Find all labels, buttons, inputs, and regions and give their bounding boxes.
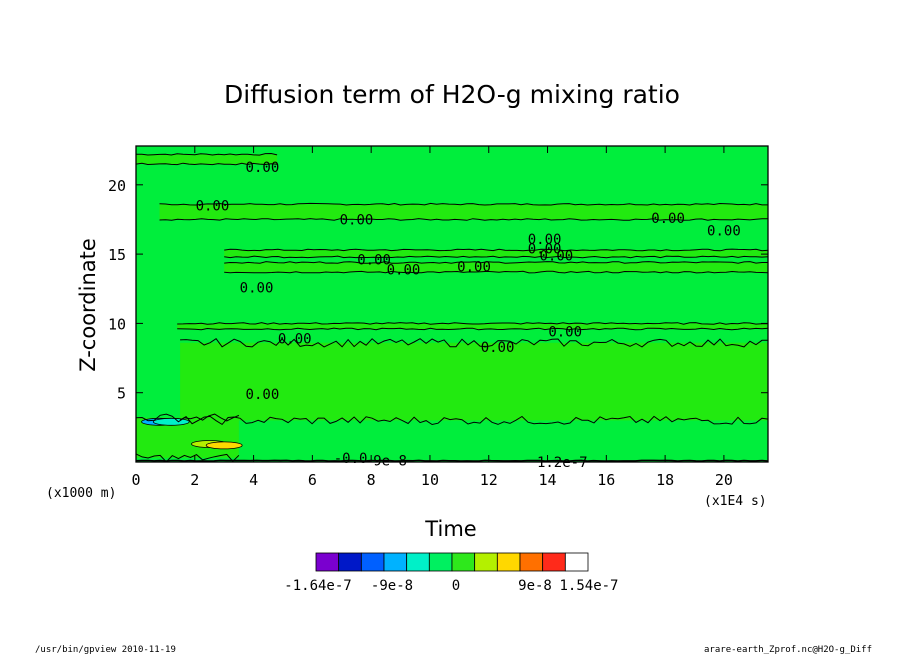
y-axis-ticks: 5 10 15 20: [108, 177, 768, 403]
x-axis-label: Time: [424, 517, 476, 541]
footer-right: arare-earth_Zprof.nc@H2O-g_Diff: [704, 645, 872, 654]
contour-label: 0.00: [528, 232, 562, 248]
contour-label: 1.2e-7: [537, 455, 588, 471]
field-band: [136, 154, 278, 165]
colorbar-swatch: [542, 552, 566, 572]
footer-left: /usr/bin/gpview 2010-11-19: [35, 645, 176, 654]
colorbar-swatch: [451, 552, 476, 572]
contour-labels: 0.000.000.00 0.000.000.000.000.000.000.00…: [196, 160, 741, 471]
contour-line: [224, 248, 768, 252]
contour-label: 0.00: [481, 340, 515, 356]
contour-line: [159, 202, 768, 206]
x-tick-label: 14: [539, 471, 557, 489]
contour-line: [224, 255, 768, 259]
contour-label: 0.00: [387, 262, 421, 278]
colorbar: [315, 552, 589, 572]
colorbar-swatch: [383, 552, 408, 572]
colorbar-label: -1.64e-7: [284, 578, 351, 594]
colorbar-swatch: [519, 552, 544, 572]
x-tick-label: 2: [190, 471, 199, 489]
heatmap-field: [136, 146, 768, 462]
y-tick-label: 15: [108, 246, 126, 264]
field-band: [159, 204, 768, 220]
contour-label: 0.00: [707, 224, 741, 240]
contour-line: [224, 270, 768, 274]
y-axis-unit: (x1000 m): [46, 486, 116, 501]
contour-label: 0.00: [340, 212, 374, 228]
colorbar-swatch: [496, 552, 521, 572]
x-tick-label: 18: [656, 471, 674, 489]
contour-line: [136, 152, 278, 156]
contour-label: 0.00: [548, 325, 582, 341]
field-band: [177, 323, 768, 329]
x-axis-unit: (x1E4 s): [704, 494, 767, 509]
x-tick-label: 6: [308, 471, 317, 489]
x-tick-label: 20: [715, 471, 733, 489]
x-tick-label: 10: [421, 471, 439, 489]
contour-line: [224, 261, 768, 264]
contour-line: [177, 322, 768, 325]
colorbar-swatch: [564, 552, 589, 572]
x-tick-label: 8: [367, 471, 376, 489]
contour-line: [136, 162, 278, 166]
contour-line: [159, 218, 768, 221]
colorbar-swatch: [315, 552, 340, 572]
colorbar-swatch: [428, 552, 453, 572]
contour-label: 0.00: [278, 332, 312, 348]
field-band: [224, 249, 768, 257]
field-band: [224, 262, 768, 273]
colorbar-labels: -1.64e-7 -9e-8 0 9e-8 1.54e-7: [284, 578, 618, 594]
colorbar-label: 1.54e-7: [559, 578, 618, 594]
y-tick-label: 10: [108, 315, 126, 333]
y-tick-label: 5: [117, 385, 126, 403]
plot-frame: [135, 145, 769, 463]
contour-label: 0.00: [457, 260, 491, 276]
x-tick-label: 0: [131, 471, 140, 489]
contour-line: [177, 327, 768, 331]
contour-label: 0.00: [539, 248, 573, 264]
contour-label: 0.00: [357, 253, 391, 269]
x-tick-label: 12: [480, 471, 498, 489]
x-tick-label: 16: [597, 471, 615, 489]
field-spot: [205, 441, 243, 450]
colorbar-label: 9e-8: [518, 578, 552, 594]
contour-label: 0.00: [246, 160, 280, 176]
contour-line: [179, 415, 768, 426]
contour-label: 0.00: [651, 211, 685, 227]
chart-title: Diffusion term of H2O-g mixing ratio: [224, 80, 680, 109]
colorbar-swatch: [474, 552, 498, 572]
contour-line: [180, 338, 768, 348]
x-axis-ticks: 0 2 4 6 8 10 12 14 16 18 20: [131, 146, 733, 489]
contour-line: [136, 459, 768, 462]
x-tick-label: 4: [249, 471, 258, 489]
colorbar-label: 0: [452, 578, 460, 594]
field-band: [180, 342, 768, 421]
contour-label: 0.00: [246, 387, 280, 403]
contour-label: -0.0: [334, 451, 368, 467]
contour-label: 0.00: [240, 280, 274, 296]
colorbar-label: -9e-8: [371, 578, 413, 594]
contour-line: [136, 453, 240, 462]
y-axis-label: Z-coordinate: [76, 238, 100, 372]
field-spot: [152, 417, 190, 426]
contour-label: 0.00: [528, 242, 562, 258]
contour-line: [136, 413, 240, 423]
contour-label: 0.00: [196, 199, 230, 215]
colorbar-swatch: [360, 552, 385, 572]
colorbar-swatch: [338, 552, 362, 572]
y-tick-label: 20: [108, 177, 126, 195]
colorbar-swatch: [406, 552, 430, 572]
contour-lines: [136, 152, 768, 462]
